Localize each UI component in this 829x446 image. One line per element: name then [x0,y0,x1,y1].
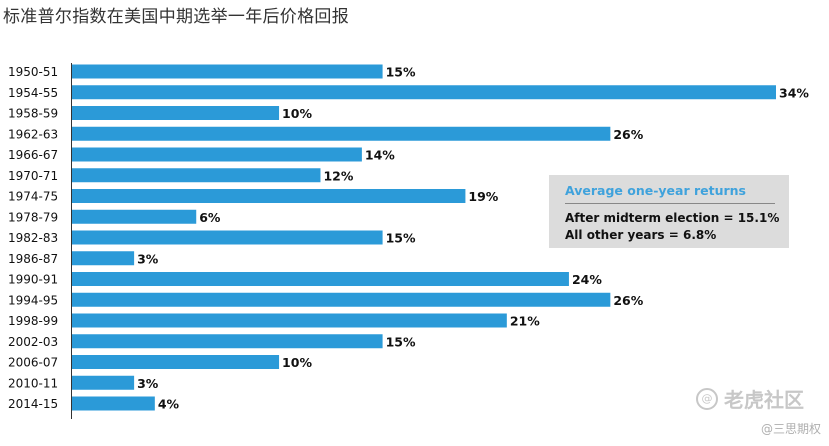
value-label: 14% [365,148,395,163]
category-label: 1998-99 [8,314,58,328]
category-label: 1962-63 [8,127,58,141]
value-label: 34% [779,85,809,100]
value-label: 10% [282,355,312,370]
category-label: 2006-07 [8,356,58,370]
category-label: 1990-91 [8,273,58,287]
value-label: 15% [386,334,416,349]
category-label: 1954-55 [8,86,58,100]
bar [72,251,135,266]
watermark-handle: @三思期权 [760,422,821,436]
bar [72,168,321,183]
bar [72,292,611,307]
value-label: 26% [613,127,643,142]
category-label: 1994-95 [8,293,58,307]
value-label: 26% [613,293,643,308]
category-label: 2002-03 [8,335,58,349]
value-label: 4% [158,397,180,412]
category-label: 1978-79 [8,210,58,224]
bar [72,355,280,369]
value-label: 3% [137,376,159,391]
tiger-logo-icon: @ [696,387,718,410]
value-label: 3% [137,251,159,266]
category-label: 1950-51 [8,65,58,79]
bar [72,375,135,390]
callout-title: Average one-year returns [565,183,746,198]
category-label: 1966-67 [8,148,58,162]
callout-midterm-line: After midterm election = 15.1% [565,211,780,225]
category-label: 1970-71 [8,169,58,183]
bar [72,106,280,120]
watermark: @ 老虎社区 [696,384,804,413]
watermark-brand: 老虎社区 [724,388,804,412]
bar [72,126,611,141]
bar [72,147,362,162]
value-label: 19% [468,189,498,204]
category-label: 1974-75 [8,190,58,204]
category-label: 1982-83 [8,231,58,245]
bar [72,334,383,349]
value-label: 24% [572,272,602,287]
value-label: 15% [386,65,416,80]
callout-other-years-line: All other years = 6.8% [565,228,717,242]
category-label: 1958-59 [8,107,58,121]
bars-group: 1950-51 15% 1954-55 34% 1958-59 10% 1962-63 26%… [8,64,809,412]
bar [72,64,383,79]
value-label: 15% [386,231,416,246]
value-label: 10% [282,106,312,121]
chart-title: 标准普尔指数在美国中期选举一年后价格回报 [3,7,349,27]
category-label: 2014-15 [8,397,58,411]
bar [72,396,155,411]
category-label: 1986-87 [8,252,58,266]
value-label: 12% [323,168,353,183]
bar [72,230,383,245]
value-label: 21% [510,314,540,329]
bar [72,272,569,286]
category-label: 2010-11 [8,376,58,390]
bar [72,189,466,203]
bar [72,209,197,224]
bar [72,313,507,328]
bar [72,85,776,100]
average-returns-callout: Average one-year returns After midterm e… [549,175,789,248]
value-label: 6% [199,210,221,225]
callout-divider [565,203,775,204]
